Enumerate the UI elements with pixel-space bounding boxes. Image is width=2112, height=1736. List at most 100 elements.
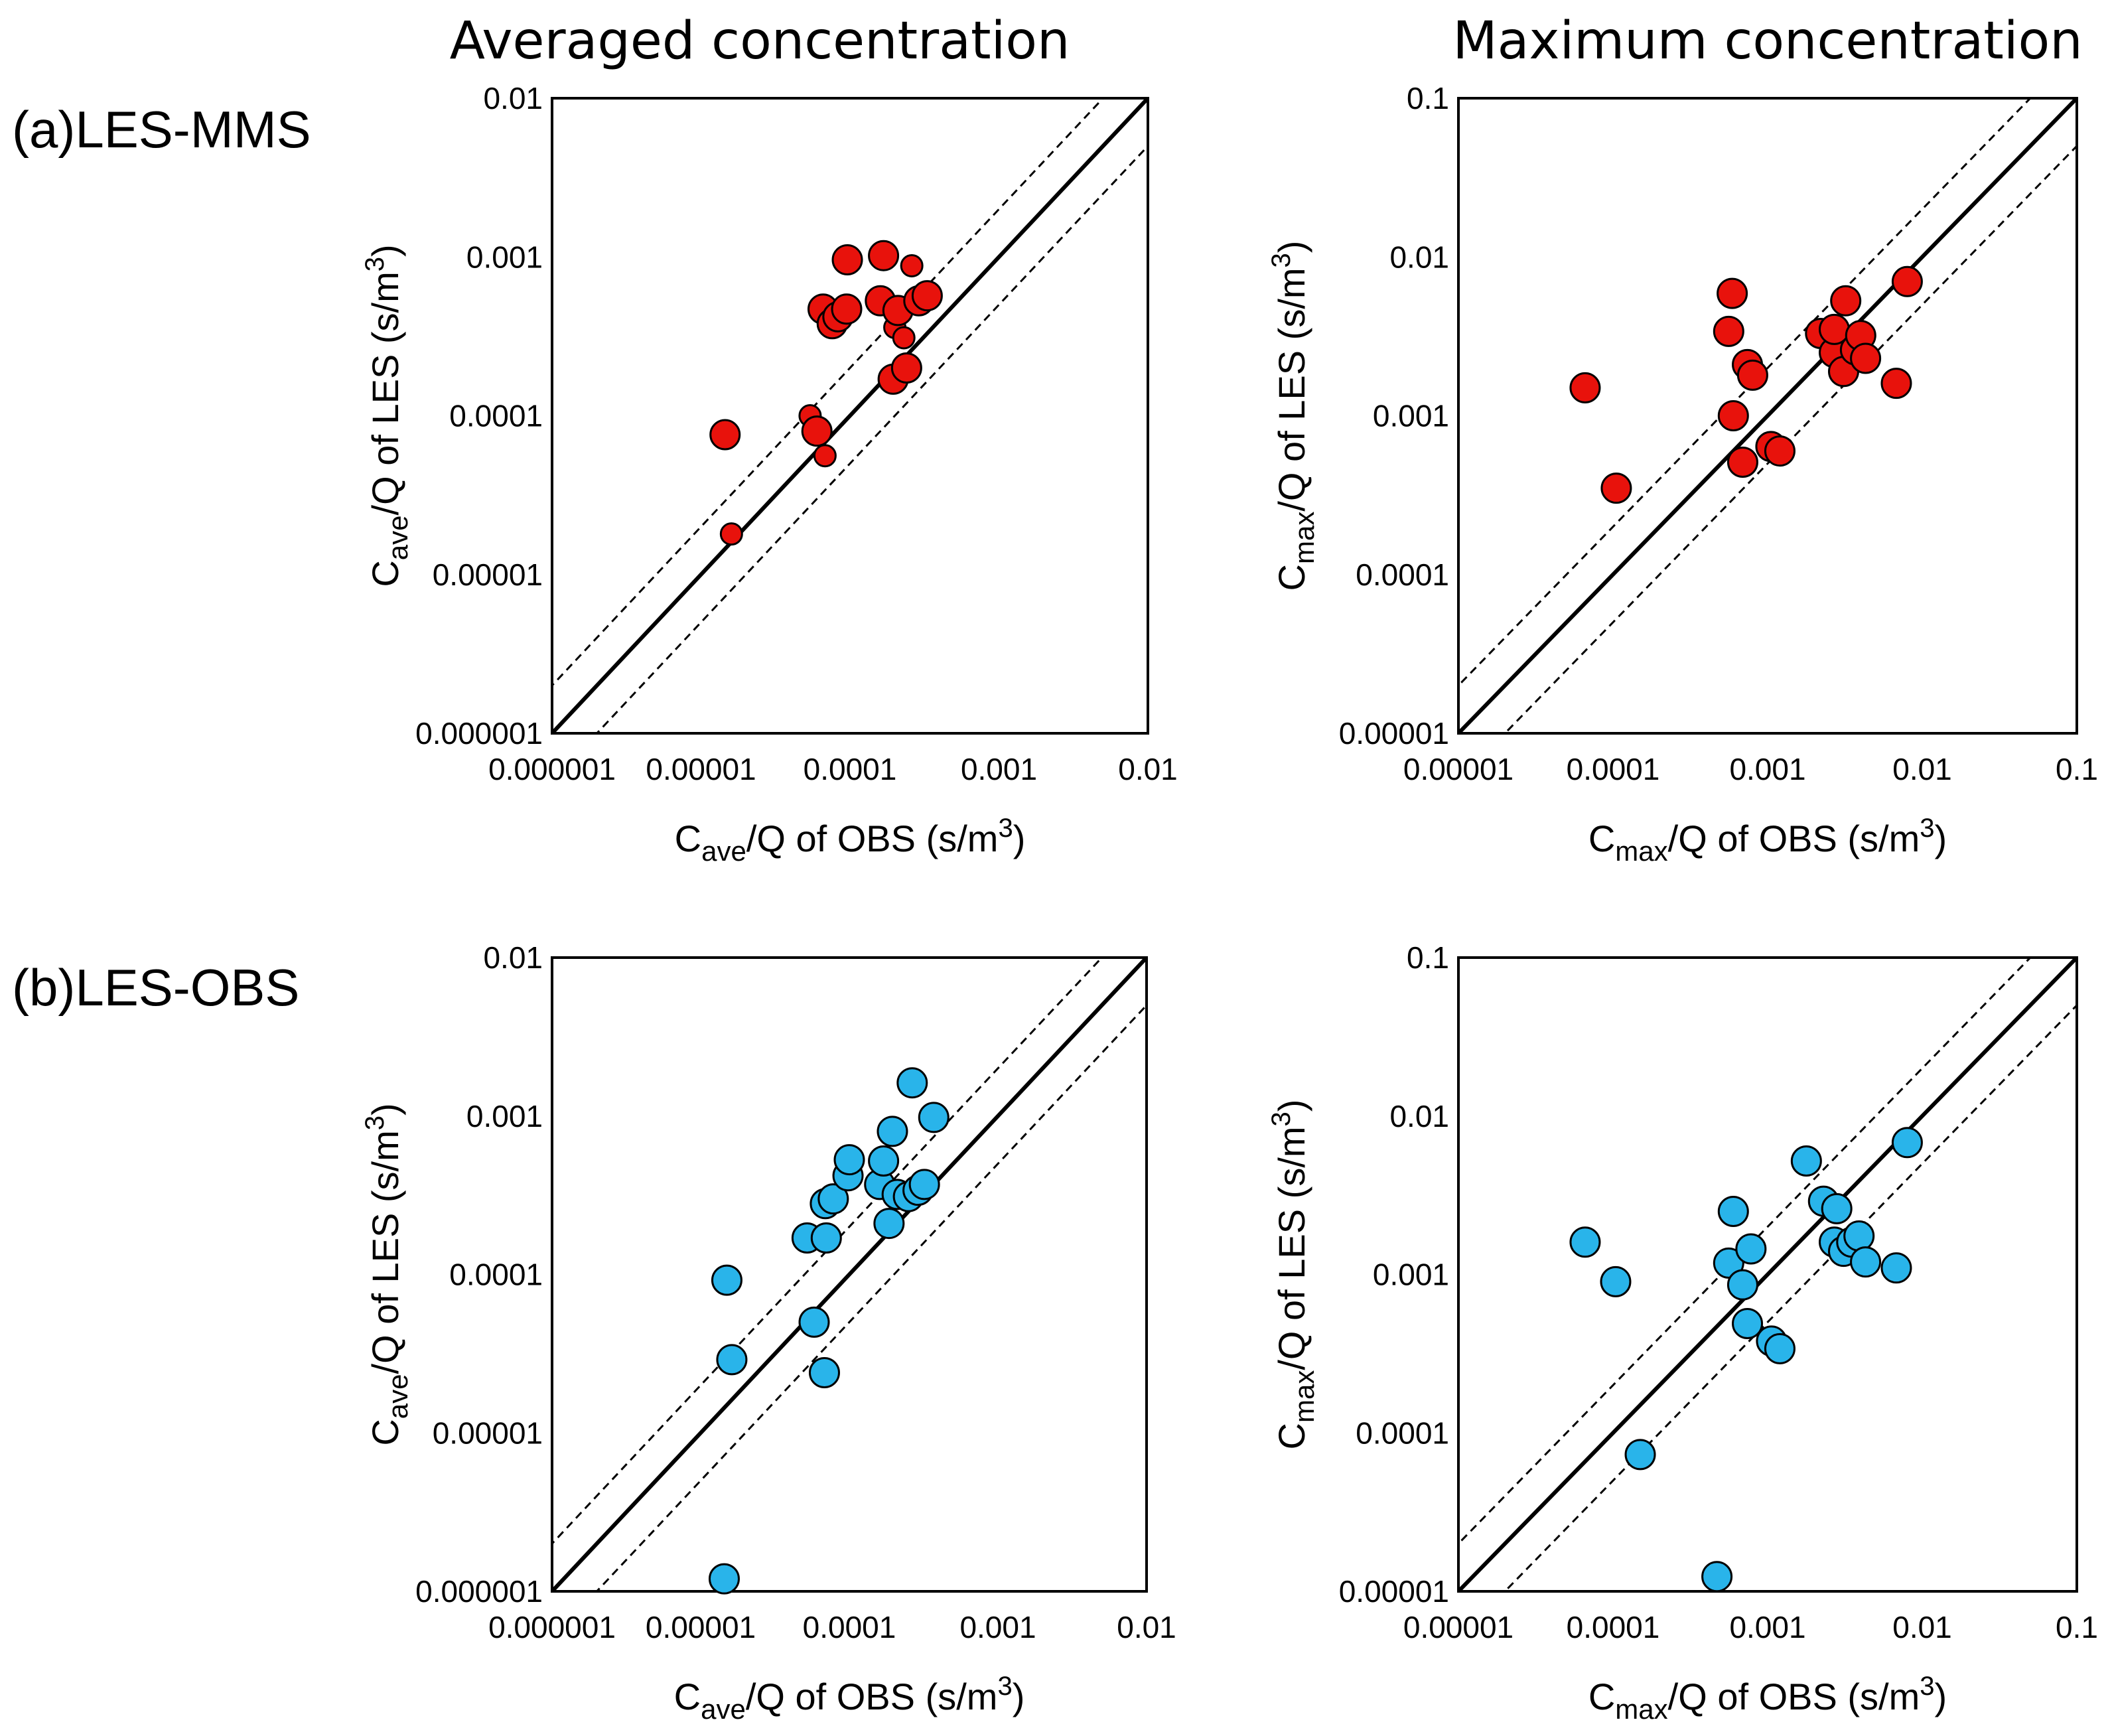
factor-two-upper-line <box>1458 98 2032 687</box>
y-tick-label: 0.01 <box>483 940 543 975</box>
x-tick-label: 0.01 <box>1117 1610 1176 1644</box>
x-tick-label: 0.0001 <box>804 752 897 786</box>
data-point <box>708 1563 740 1595</box>
y-axis-label: Cave/Q of LES (s/m3) <box>360 244 413 587</box>
x-axis-label: Cave/Q of OBS (s/m3) <box>675 814 1026 867</box>
factor-two-upper-line <box>1458 958 2032 1546</box>
x-tick-label: 0.001 <box>961 752 1037 786</box>
reference-lines <box>1458 98 2077 733</box>
data-point <box>1891 265 1923 297</box>
y-tick-label: 0.000001 <box>415 716 543 751</box>
data-point <box>831 244 863 275</box>
one-to-one-line <box>1458 958 2077 1591</box>
data-point <box>1850 1246 1882 1278</box>
x-tick-label: 0.00001 <box>646 1610 756 1644</box>
data-point <box>1600 472 1632 504</box>
x-tick-label: 0.01 <box>1118 752 1178 786</box>
x-axis-label: Cmax/Q of OBS (s/m3) <box>1588 1672 1947 1725</box>
plot-a-ave: 0.000001 0.00001 0.0001 0.001 0.01 0.000001 0.… <box>360 81 1178 867</box>
data-point <box>1713 1247 1744 1279</box>
data-point <box>918 1102 950 1133</box>
data-point <box>1850 342 1882 374</box>
data-point <box>873 1208 905 1240</box>
data-point <box>1764 1333 1795 1364</box>
factor-two-upper-line <box>552 98 1105 687</box>
x-tick-label: 0.00001 <box>646 752 756 786</box>
y-tick-label: 0.00001 <box>1339 1574 1449 1609</box>
y-tick-label: 0.1 <box>1407 81 1449 115</box>
y-tick-label: 0.01 <box>1389 240 1449 274</box>
factor-two-upper-line <box>552 958 1103 1546</box>
data-points <box>709 240 943 546</box>
y-tick-label: 0.001 <box>466 240 543 274</box>
one-to-one-line <box>552 958 1147 1591</box>
data-point <box>798 1306 830 1338</box>
data-point <box>716 1344 748 1376</box>
plot-frame <box>551 97 1149 735</box>
data-point <box>1726 446 1758 478</box>
x-tick-label: 0.01 <box>1892 752 1952 786</box>
data-point <box>709 419 741 451</box>
plot-frame <box>1457 956 2078 1593</box>
x-axis-label: Cave/Q of OBS (s/m3) <box>674 1672 1025 1725</box>
data-point <box>1880 368 1912 399</box>
reference-lines <box>552 958 1147 1591</box>
factor-two-lower-line <box>1504 144 2077 733</box>
y-tick-label: 0.000001 <box>415 1574 543 1609</box>
data-point <box>896 1067 928 1099</box>
data-point <box>817 1183 849 1215</box>
x-tick-label: 0.00001 <box>1403 752 1514 786</box>
data-point <box>719 522 743 546</box>
data-point <box>1713 315 1744 347</box>
x-tick-label: 0.0001 <box>1567 752 1660 786</box>
x-tick-label: 0.1 <box>2056 1610 2098 1644</box>
y-tick-label: 0.01 <box>1389 1099 1449 1133</box>
data-point <box>1764 435 1795 467</box>
plot-b-max: 0.00001 0.0001 0.001 0.01 0.1 0.00001 0.0001 0.… <box>1267 940 2098 1725</box>
data-point <box>1600 1266 1632 1297</box>
data-point <box>1717 1195 1749 1227</box>
x-tick-label: 0.00001 <box>1403 1610 1514 1644</box>
data-point <box>900 254 924 278</box>
row-label-a: (a)LES-MMS <box>12 100 311 159</box>
x-tick-label: 0.000001 <box>488 752 616 786</box>
x-axis-label: Cmax/Q of OBS (s/m3) <box>1588 814 1947 867</box>
data-point <box>1735 1233 1767 1265</box>
y-tick-label: 0.0001 <box>449 399 543 433</box>
data-points <box>1569 265 1923 504</box>
x-tick-label: 0.1 <box>2056 752 2098 786</box>
data-point <box>1717 277 1748 309</box>
data-point <box>1569 372 1601 403</box>
x-tick-label: 0.001 <box>959 1610 1036 1644</box>
y-tick-label: 0.00001 <box>433 1415 543 1450</box>
y-tick-label: 0.0001 <box>1356 557 1449 592</box>
one-to-one-line <box>1458 98 2077 733</box>
data-point <box>1624 1439 1656 1471</box>
data-point <box>1726 1269 1758 1301</box>
data-point <box>808 1356 840 1388</box>
plot-b-ave: 0.000001 0.00001 0.0001 0.001 0.01 0.000001 0.… <box>360 940 1176 1725</box>
y-tick-label: 0.1 <box>1407 940 1449 975</box>
x-tick-label: 0.0001 <box>1567 1610 1660 1644</box>
plot-frame <box>551 956 1148 1593</box>
factor-two-lower-line <box>1504 1003 2077 1591</box>
y-axis-label: Cave/Q of LES (s/m3) <box>360 1103 413 1445</box>
y-tick-label: 0.001 <box>466 1099 543 1133</box>
y-tick-label: 0.001 <box>1373 399 1449 433</box>
data-point <box>813 444 837 468</box>
data-point <box>877 1116 908 1147</box>
data-point <box>1732 1307 1764 1339</box>
data-point <box>892 326 916 350</box>
y-tick-label: 0.00001 <box>1339 716 1449 751</box>
data-point <box>1830 285 1862 317</box>
row-label-b: (b)LES-OBS <box>12 958 299 1017</box>
data-point <box>1701 1561 1733 1593</box>
title-maximum: Maximum concentration <box>1452 11 2082 71</box>
data-point <box>1821 1193 1853 1224</box>
reference-lines <box>552 98 1148 733</box>
data-point <box>868 1145 900 1177</box>
factor-two-lower-line <box>595 1003 1147 1591</box>
data-point <box>1736 359 1768 391</box>
y-tick-label: 0.00001 <box>433 557 543 592</box>
